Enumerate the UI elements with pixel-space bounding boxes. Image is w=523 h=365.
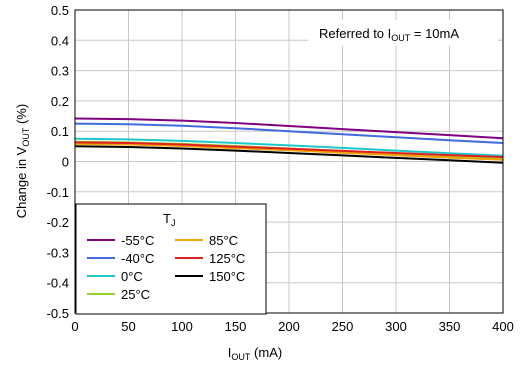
x-axis-label: IOUT (mA) xyxy=(228,345,282,362)
x-tick-label: 200 xyxy=(278,319,300,334)
y-tick-label: 0.1 xyxy=(51,124,69,139)
y-tick-label: -0.5 xyxy=(47,306,69,321)
legend-label: -40°C xyxy=(121,251,154,266)
y-tick-label: -0.2 xyxy=(47,215,69,230)
y-tick-label: -0.3 xyxy=(47,245,69,260)
series-line-4 xyxy=(74,142,504,161)
legend-label: 150°C xyxy=(209,269,245,284)
x-tick-label: 400 xyxy=(492,319,514,334)
y-tick-label: 0 xyxy=(62,155,69,170)
y-tick-label: 0.5 xyxy=(51,3,69,18)
legend-label: 0°C xyxy=(121,269,143,284)
reference-annotation: Referred to IOUT = 10mA xyxy=(308,20,498,46)
series-line-6 xyxy=(74,145,504,164)
series-line-0 xyxy=(74,117,504,140)
x-tick-label: 100 xyxy=(171,319,193,334)
legend-label: -55°C xyxy=(121,233,154,248)
series-line-2 xyxy=(74,137,504,157)
legend: TJ -55°C -40°C 0°C 25°C 85°C 125°C 150°C xyxy=(75,203,267,315)
x-tick-label: 150 xyxy=(225,319,247,334)
annotation-text: Referred to IOUT = 10mA xyxy=(319,26,459,43)
x-tick-label: 300 xyxy=(385,319,407,334)
series-line-5 xyxy=(74,141,504,158)
legend-label: 85°C xyxy=(209,233,238,248)
x-tick-label: 50 xyxy=(121,319,135,334)
legend-label: 125°C xyxy=(209,251,245,266)
x-tick-label: 250 xyxy=(332,319,354,334)
y-tick-label: 0.4 xyxy=(51,33,69,48)
x-tick-label: 0 xyxy=(71,319,78,334)
y-tick-label: 0.3 xyxy=(51,64,69,79)
y-tick-label: 0.2 xyxy=(51,94,69,109)
x-tick-labels: 0 50 100 150 200 250 300 350 400 xyxy=(71,319,513,334)
series-layer xyxy=(74,117,504,164)
y-tick-label: -0.4 xyxy=(47,276,69,291)
x-tick-label: 350 xyxy=(439,319,461,334)
annotation-background xyxy=(308,20,498,46)
legend-title: TJ xyxy=(163,211,175,228)
plot-frame xyxy=(74,9,504,314)
y-tick-labels: 0.5 0.4 0.3 0.2 0.1 0 -0.1 -0.2 -0.3 -0.4 -0.5 xyxy=(47,3,69,321)
y-tick-label: -0.1 xyxy=(47,185,69,200)
legend-label: 25°C xyxy=(121,287,150,302)
series-line-1 xyxy=(74,122,504,144)
y-axis-label: Change in VOUT (%) xyxy=(14,104,31,218)
legend-items: -55°C -40°C 0°C 25°C 85°C 125°C 150°C xyxy=(87,233,245,302)
